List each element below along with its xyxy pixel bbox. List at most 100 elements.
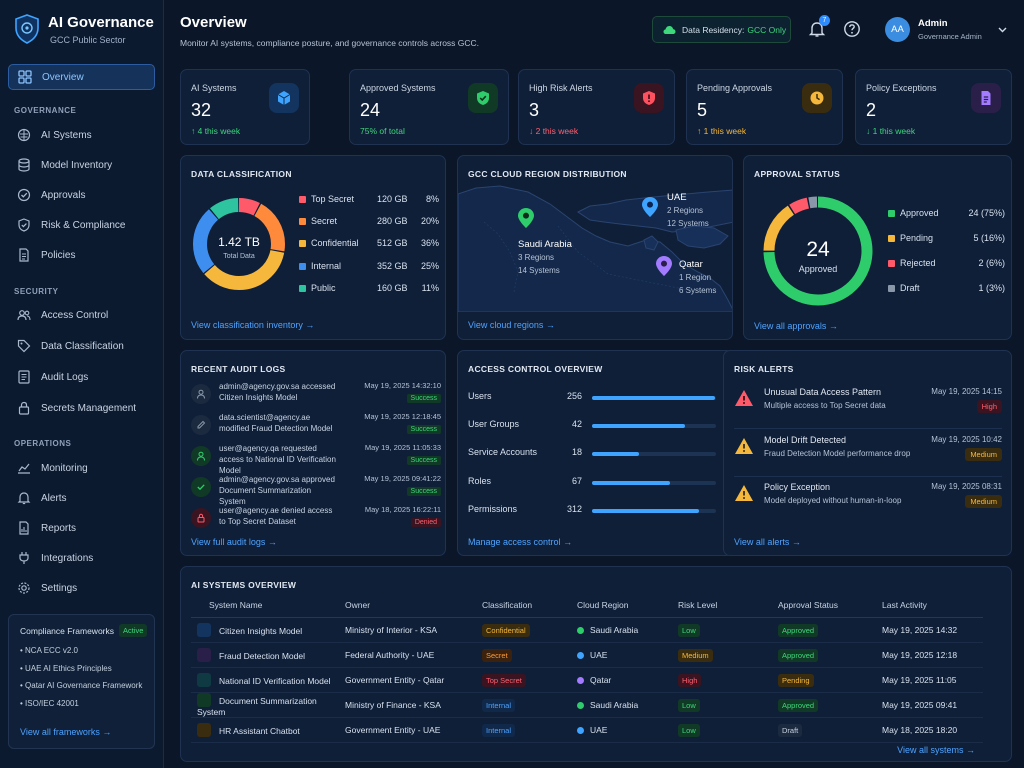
user-icon — [191, 384, 211, 404]
risk-alert-time: May 19, 2025 14:15 — [931, 387, 1002, 396]
access-row-permissions[interactable]: Permissions 312 — [468, 504, 716, 518]
view-all-frameworks-link[interactable]: View all frameworks → — [20, 727, 112, 737]
sidebar-item-audit-logs[interactable]: Audit Logs — [8, 364, 155, 390]
sidebar-item-label: Data Classification — [41, 340, 124, 352]
card-title: APPROVAL STATUS — [754, 169, 841, 179]
stat-value: 2 — [866, 100, 877, 120]
map-pin-uae-icon[interactable] — [642, 197, 658, 217]
sidebar-item-access-control[interactable]: Access Control — [8, 302, 155, 328]
sidebar-item-settings[interactable]: Settings — [8, 575, 155, 601]
view-all-approvals-link[interactable]: View all approvals → — [754, 321, 838, 331]
classification-slice-confidential — [193, 198, 285, 290]
check-circle-icon — [17, 188, 31, 202]
table-row[interactable]: Document Summarization System Ministry o… — [191, 692, 983, 718]
access-control-card: ACCESS CONTROL OVERVIEW Users 256 User Gr… — [457, 350, 733, 556]
column-header[interactable]: Last Activity — [882, 593, 983, 618]
access-row-user-groups[interactable]: User Groups 42 — [468, 419, 716, 433]
column-header[interactable]: Cloud Region — [577, 593, 678, 618]
audit-log-row[interactable]: user@agency.qa requested access to Natio… — [191, 443, 441, 475]
card-title: RECENT AUDIT LOGS — [191, 364, 286, 374]
audit-log-row[interactable]: data.scientist@agency.ae modified Fraud … — [191, 412, 441, 440]
chevron-down-icon[interactable] — [998, 27, 1007, 33]
access-row-users[interactable]: Users 256 — [468, 391, 716, 405]
region-dot — [577, 726, 584, 734]
system-icon — [197, 692, 211, 707]
audit-log-text: data.scientist@agency.ae modified Fraud … — [219, 413, 333, 433]
table-row[interactable]: Fraud Detection Model Federal Authority … — [191, 642, 983, 668]
risk-alert-row[interactable]: Policy Exception Model deployed without … — [734, 482, 1002, 522]
stat-card-policy-exceptions[interactable]: Policy Exceptions 2 ↓ 1 this week — [855, 69, 1012, 145]
audit-log-row[interactable]: user@agency.ae denied access to Top Secr… — [191, 505, 441, 533]
sidebar-item-approvals[interactable]: Approvals — [8, 182, 155, 208]
approval-badge: Approved — [778, 698, 819, 712]
table-row[interactable]: Citizen Insights Model Ministry of Inter… — [191, 617, 983, 643]
approval-row-rejected: Rejected 2 (6%) — [888, 258, 1005, 272]
data-residency-badge[interactable]: Data Residency: GCC Only — [652, 16, 791, 43]
help-icon[interactable] — [843, 20, 861, 38]
audit-log-row[interactable]: admin@agency.gov.sa accessed Citizen Ins… — [191, 381, 441, 409]
table-row[interactable]: HR Assistant Chatbot Government Entity -… — [191, 717, 983, 743]
region-uae-systems: 12 Systems — [667, 219, 709, 228]
risk-alert-row[interactable]: Model Drift Detected Fraud Detection Mod… — [734, 435, 1002, 475]
sidebar-item-overview[interactable]: Overview — [8, 64, 155, 90]
column-header[interactable]: Risk Level — [678, 593, 778, 618]
warning-icon — [735, 390, 753, 406]
card-title: ACCESS CONTROL OVERVIEW — [468, 364, 603, 374]
stat-value: 32 — [191, 100, 212, 120]
column-header[interactable]: Approval Status — [778, 593, 882, 618]
view-classification-inventory-link[interactable]: View classification inventory → — [191, 320, 315, 330]
risk-badge: Medium — [678, 648, 713, 662]
card-title: RISK ALERTS — [734, 364, 794, 374]
stat-change: ↑ 4 this week — [191, 126, 241, 136]
access-row-roles[interactable]: Roles 67 — [468, 476, 716, 490]
sidebar-item-label: Access Control — [41, 309, 109, 321]
sidebar-item-integrations[interactable]: Integrations — [8, 545, 155, 571]
risk-alert-row[interactable]: Unusual Data Access Pattern Multiple acc… — [734, 387, 1002, 427]
data-classification-card: DATA CLASSIFICATION 1.42 TB Total Data T… — [180, 155, 446, 340]
stat-card-high-risk-alerts[interactable]: High Risk Alerts 3 ↓ 2 this week — [518, 69, 675, 145]
view-all-systems-link[interactable]: View all systems → — [897, 745, 975, 755]
ai-systems-table: System Name Owner Classification Cloud R… — [191, 593, 983, 743]
map-pin-qatar-icon[interactable] — [656, 256, 672, 276]
page-title: Overview — [180, 14, 247, 31]
sidebar-item-reports[interactable]: Reports — [8, 515, 155, 541]
region-dot — [577, 701, 584, 709]
stat-card-pending-approvals[interactable]: Pending Approvals 5 ↑ 1 this week — [686, 69, 843, 145]
legend-swatch — [299, 196, 306, 203]
sidebar-item-data-classification[interactable]: Data Classification — [8, 333, 155, 359]
sidebar-item-monitoring[interactable]: Monitoring — [8, 455, 155, 481]
sidebar-item-alerts[interactable]: Alerts — [8, 485, 155, 511]
stat-card-approved-systems[interactable]: Approved Systems 24 75% of total — [349, 69, 509, 145]
column-header[interactable]: System Name — [191, 593, 345, 618]
table-row[interactable]: National ID Verification Model Governmen… — [191, 667, 983, 693]
progress-fill — [592, 481, 671, 485]
progress-fill — [592, 396, 715, 400]
user-name[interactable]: Admin — [918, 18, 948, 29]
map-pin-saudi-arabia-icon[interactable] — [518, 208, 534, 228]
risk-alert-desc: Fraud Detection Model performance drop — [764, 449, 911, 458]
stat-card-ai-systems[interactable]: AI Systems 32 ↑ 4 this week — [180, 69, 310, 145]
column-header[interactable]: Owner — [345, 593, 482, 618]
sidebar-item-risk-compliance[interactable]: Risk & Compliance — [8, 212, 155, 238]
avatar[interactable]: AA — [885, 17, 910, 42]
manage-access-control-link[interactable]: Manage access control → — [468, 537, 573, 547]
sidebar-item-ai-systems[interactable]: AI Systems — [8, 122, 155, 148]
column-header[interactable]: Classification — [482, 593, 577, 618]
sidebar-item-model-inventory[interactable]: Model Inventory — [8, 152, 155, 178]
sidebar-item-label: Overview — [42, 71, 84, 83]
system-icon — [197, 672, 211, 687]
sidebar-item-policies[interactable]: Policies — [8, 242, 155, 268]
notifications-bell-icon[interactable] — [808, 20, 826, 38]
view-full-audit-logs-link[interactable]: View full audit logs → — [191, 537, 277, 547]
sidebar-item-label: Policies — [41, 249, 76, 261]
access-row-service-accounts[interactable]: Service Accounts 18 — [468, 447, 716, 461]
view-cloud-regions-link[interactable]: View cloud regions → — [468, 320, 555, 330]
risk-badge: High — [678, 673, 702, 687]
edit-icon — [191, 415, 211, 435]
shield-alert-icon — [634, 83, 664, 113]
region-saudi-arabia-regions: 3 Regions — [518, 253, 555, 262]
warning-icon — [735, 438, 753, 454]
sidebar-item-secrets-management[interactable]: Secrets Management — [8, 395, 155, 421]
audit-log-row[interactable]: admin@agency.gov.sa approved Document Su… — [191, 474, 441, 506]
view-all-alerts-link[interactable]: View all alerts → — [734, 537, 801, 547]
